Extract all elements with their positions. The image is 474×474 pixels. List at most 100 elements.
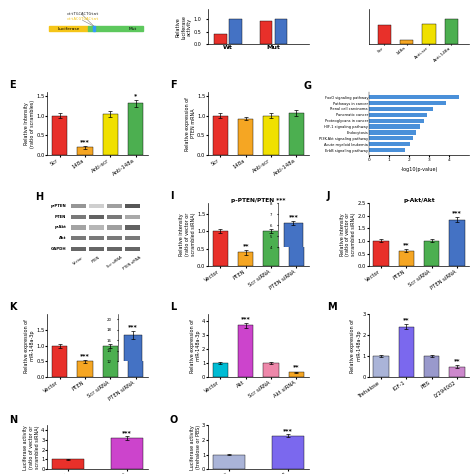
Bar <box>128 103 143 155</box>
Bar <box>400 40 413 44</box>
Bar <box>213 455 245 469</box>
Bar <box>89 204 104 208</box>
Bar <box>369 130 416 135</box>
Bar <box>264 363 279 377</box>
Bar <box>89 215 104 219</box>
Bar <box>289 212 304 266</box>
Bar <box>88 27 143 31</box>
Text: cttTGCACTGtat: cttTGCACTGtat <box>66 12 99 16</box>
Bar <box>71 215 86 219</box>
Bar <box>77 361 92 377</box>
Bar <box>272 436 304 469</box>
Bar <box>107 204 122 208</box>
Text: N: N <box>9 415 18 425</box>
Bar <box>52 459 84 469</box>
Y-axis label: Relative intensity
(ratio of vector or
scrambled siRNA): Relative intensity (ratio of vector or s… <box>179 213 196 256</box>
Bar <box>374 241 389 266</box>
Text: Mut: Mut <box>128 27 137 31</box>
Y-axis label: Relative expression of
miR-148a-3p: Relative expression of miR-148a-3p <box>24 319 35 373</box>
Y-axis label: Relative expression of
miR-148a-3p: Relative expression of miR-148a-3p <box>190 319 201 373</box>
Bar <box>369 113 427 117</box>
Text: p-Akt: p-Akt <box>55 226 66 229</box>
Bar <box>264 231 279 266</box>
Text: cttACGTGACtat: cttACGTGACtat <box>66 17 99 21</box>
Text: PTEN: PTEN <box>55 215 66 219</box>
Text: ***: *** <box>122 430 132 435</box>
Bar <box>125 225 140 229</box>
Bar <box>107 225 122 229</box>
Bar <box>107 236 122 240</box>
Bar <box>374 356 389 377</box>
Title: p-Akt/Akt: p-Akt/Akt <box>403 198 435 203</box>
Bar <box>125 204 140 208</box>
Bar <box>369 107 433 111</box>
Bar <box>369 95 459 99</box>
Text: K: K <box>9 302 17 312</box>
Bar <box>49 27 88 31</box>
Bar <box>52 116 67 155</box>
Text: GAPDH: GAPDH <box>51 247 66 251</box>
Bar <box>238 118 253 155</box>
Bar <box>274 19 287 44</box>
Title: p-PTEN/PTEN ***: p-PTEN/PTEN *** <box>231 198 285 203</box>
Bar <box>449 219 465 266</box>
Y-axis label: Relative expression of
PTEN mRNA: Relative expression of PTEN mRNA <box>185 97 196 151</box>
Text: E: E <box>9 81 16 91</box>
Bar <box>422 24 436 44</box>
Bar <box>89 246 104 251</box>
Bar <box>445 18 458 44</box>
Bar <box>289 372 304 377</box>
Text: ***: *** <box>283 428 292 433</box>
Bar <box>107 215 122 219</box>
Text: Akt: Akt <box>59 236 66 240</box>
Text: **: ** <box>403 242 410 247</box>
Bar <box>52 346 67 377</box>
Text: Luciferase: Luciferase <box>57 27 80 31</box>
Bar <box>369 148 405 152</box>
Y-axis label: Relative
luciferase
activity: Relative luciferase activity <box>175 15 192 39</box>
Bar <box>71 225 86 229</box>
Bar <box>125 246 140 251</box>
Bar <box>103 114 118 155</box>
Bar <box>125 236 140 240</box>
Bar <box>89 225 104 229</box>
Text: PTEN siRNA: PTEN siRNA <box>122 255 142 271</box>
Bar <box>111 438 143 469</box>
Bar <box>213 231 228 266</box>
Text: L: L <box>170 302 176 312</box>
Text: **: ** <box>454 358 460 364</box>
Bar <box>125 215 140 219</box>
Bar <box>71 204 86 208</box>
Bar <box>424 356 439 377</box>
Text: **: ** <box>403 318 410 322</box>
Bar <box>103 346 118 377</box>
Text: F: F <box>170 81 177 91</box>
Bar <box>369 118 424 123</box>
Text: ***: *** <box>452 210 462 215</box>
Bar <box>214 34 227 44</box>
Y-axis label: Relative intensity
(ratio of vector or
scrambled siRNA): Relative intensity (ratio of vector or s… <box>340 213 356 256</box>
Bar <box>71 236 86 240</box>
Bar <box>107 246 122 251</box>
Y-axis label: Luciferase activity
(ratio of vector or
scrambled siRNA): Luciferase activity (ratio of vector or … <box>23 425 40 470</box>
Text: I: I <box>170 191 173 201</box>
Text: **: ** <box>293 365 300 370</box>
Bar <box>213 363 228 377</box>
Y-axis label: Luciferase activity
(trehalose or PBS): Luciferase activity (trehalose or PBS) <box>190 425 201 470</box>
Bar <box>93 26 95 31</box>
Y-axis label: Relative expression of
miR-148a-3p: Relative expression of miR-148a-3p <box>350 319 361 373</box>
Bar <box>378 25 391 44</box>
Bar <box>369 101 446 105</box>
Bar <box>71 246 86 251</box>
Text: ***: *** <box>241 316 251 321</box>
Bar <box>369 125 420 129</box>
Bar <box>399 327 414 377</box>
Bar <box>264 116 279 155</box>
Text: ***: *** <box>80 139 90 144</box>
X-axis label: -log10(p-value): -log10(p-value) <box>401 167 438 173</box>
Bar <box>89 236 104 240</box>
Bar <box>449 366 465 377</box>
Bar <box>229 19 242 44</box>
Bar <box>77 147 92 155</box>
Text: Vector: Vector <box>72 255 84 265</box>
